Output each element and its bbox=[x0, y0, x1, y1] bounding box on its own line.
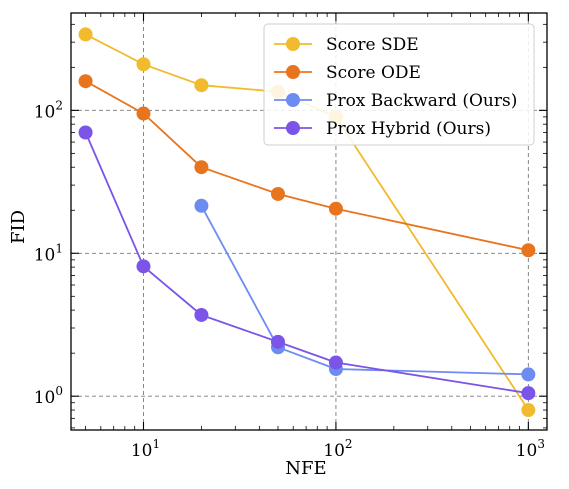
x-tick-label: 103 bbox=[516, 437, 545, 461]
legend: Score SDE Score ODE Prox Backward (Ours) Pr… bbox=[263, 23, 535, 146]
data-point-score-sde bbox=[78, 27, 93, 42]
legend-marker-prox-hybrid-ours bbox=[286, 121, 300, 135]
data-point-score-ode bbox=[328, 201, 343, 216]
data-point-prox-hybrid-ours bbox=[270, 334, 285, 349]
data-point-prox-backward-ours bbox=[521, 367, 536, 382]
series-lines bbox=[78, 27, 536, 418]
legend-box bbox=[263, 23, 535, 146]
data-point-score-ode bbox=[78, 74, 93, 89]
data-point-score-sde bbox=[194, 78, 209, 93]
legend-marker-score-ode bbox=[286, 65, 300, 79]
legend-item-prox-backward-ours: Prox Backward (Ours) bbox=[274, 91, 517, 111]
data-point-score-sde bbox=[136, 57, 151, 72]
x-tick-labels: 101 102 103 bbox=[131, 437, 545, 461]
legend-marker-prox-backward-ours bbox=[286, 93, 300, 107]
series-line-prox-backward-ours bbox=[200, 205, 529, 376]
legend-label-score-sde: Score SDE bbox=[326, 35, 419, 55]
data-point-prox-hybrid-ours bbox=[136, 259, 151, 274]
x-tick-label: 102 bbox=[323, 437, 352, 461]
data-point-prox-hybrid-ours bbox=[78, 125, 93, 140]
y-axis-label: FID bbox=[8, 210, 29, 244]
legend-label-prox-hybrid-ours: Prox Hybrid (Ours) bbox=[326, 119, 491, 139]
data-point-prox-backward-ours bbox=[194, 198, 209, 213]
x-tick-label: 101 bbox=[131, 437, 160, 461]
series-score-ode bbox=[78, 74, 536, 258]
plot-frame bbox=[70, 12, 548, 431]
y-tick-label: 101 bbox=[34, 241, 63, 265]
data-point-score-sde bbox=[521, 403, 536, 418]
major-ticks bbox=[71, 13, 547, 430]
minor-ticks bbox=[71, 13, 547, 430]
legend-item-score-ode: Score ODE bbox=[274, 63, 421, 83]
data-point-prox-hybrid-ours bbox=[328, 355, 343, 370]
data-point-prox-hybrid-ours bbox=[194, 307, 209, 322]
legend-item-prox-hybrid-ours: Prox Hybrid (Ours) bbox=[274, 119, 491, 139]
legend-item-score-sde: Score SDE bbox=[274, 35, 419, 55]
data-point-score-ode bbox=[194, 160, 209, 175]
data-point-score-ode bbox=[521, 243, 536, 258]
y-tick-label: 100 bbox=[34, 384, 63, 408]
data-point-prox-hybrid-ours bbox=[521, 386, 536, 401]
y-tick-labels: 100 101 102 bbox=[34, 98, 63, 408]
series-line-score-sde bbox=[85, 33, 530, 411]
y-tick-label: 102 bbox=[34, 98, 63, 122]
data-point-score-ode bbox=[270, 186, 285, 201]
legend-label-score-ode: Score ODE bbox=[326, 63, 421, 83]
series-line-prox-hybrid-ours bbox=[84, 132, 529, 395]
data-point-score-ode bbox=[136, 106, 151, 121]
legend-label-prox-backward-ours: Prox Backward (Ours) bbox=[326, 91, 517, 111]
legend-items: Score SDE Score ODE Prox Backward (Ours) Pr… bbox=[274, 35, 517, 139]
series-prox-hybrid-ours bbox=[78, 125, 536, 401]
x-axis-label: NFE bbox=[285, 458, 326, 479]
legend-marker-score-sde bbox=[286, 37, 300, 51]
series-line-score-ode bbox=[85, 80, 529, 252]
